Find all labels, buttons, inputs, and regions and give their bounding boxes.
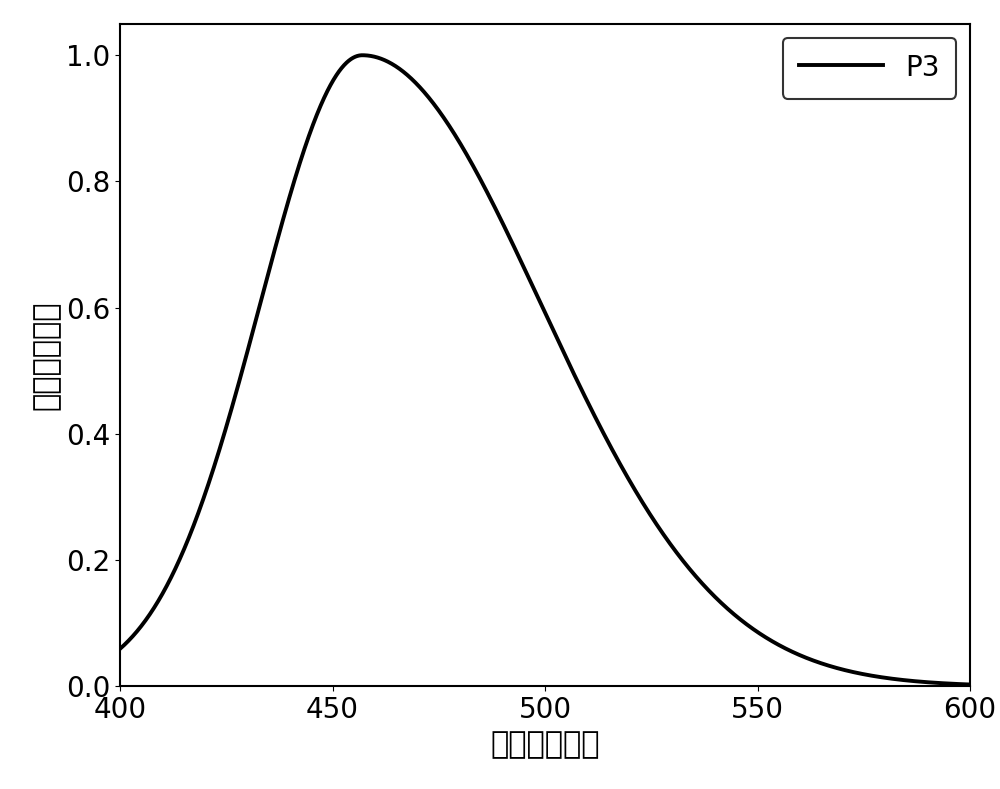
P3 <box>784 646 796 656</box>
P3 <box>940 679 952 688</box>
X-axis label: 波长（纳米）: 波长（纳米） <box>490 730 600 759</box>
P3 <box>114 644 126 653</box>
P3 <box>528 284 540 294</box>
P3 <box>964 680 976 690</box>
P3 <box>505 236 517 245</box>
P3 <box>157 587 169 596</box>
P3 <box>939 679 951 688</box>
Line: P3: P3 <box>120 55 970 685</box>
Legend: P3: P3 <box>783 38 956 99</box>
Y-axis label: 相抵吸收强度: 相抵吸收强度 <box>31 301 60 409</box>
P3 <box>356 50 368 60</box>
